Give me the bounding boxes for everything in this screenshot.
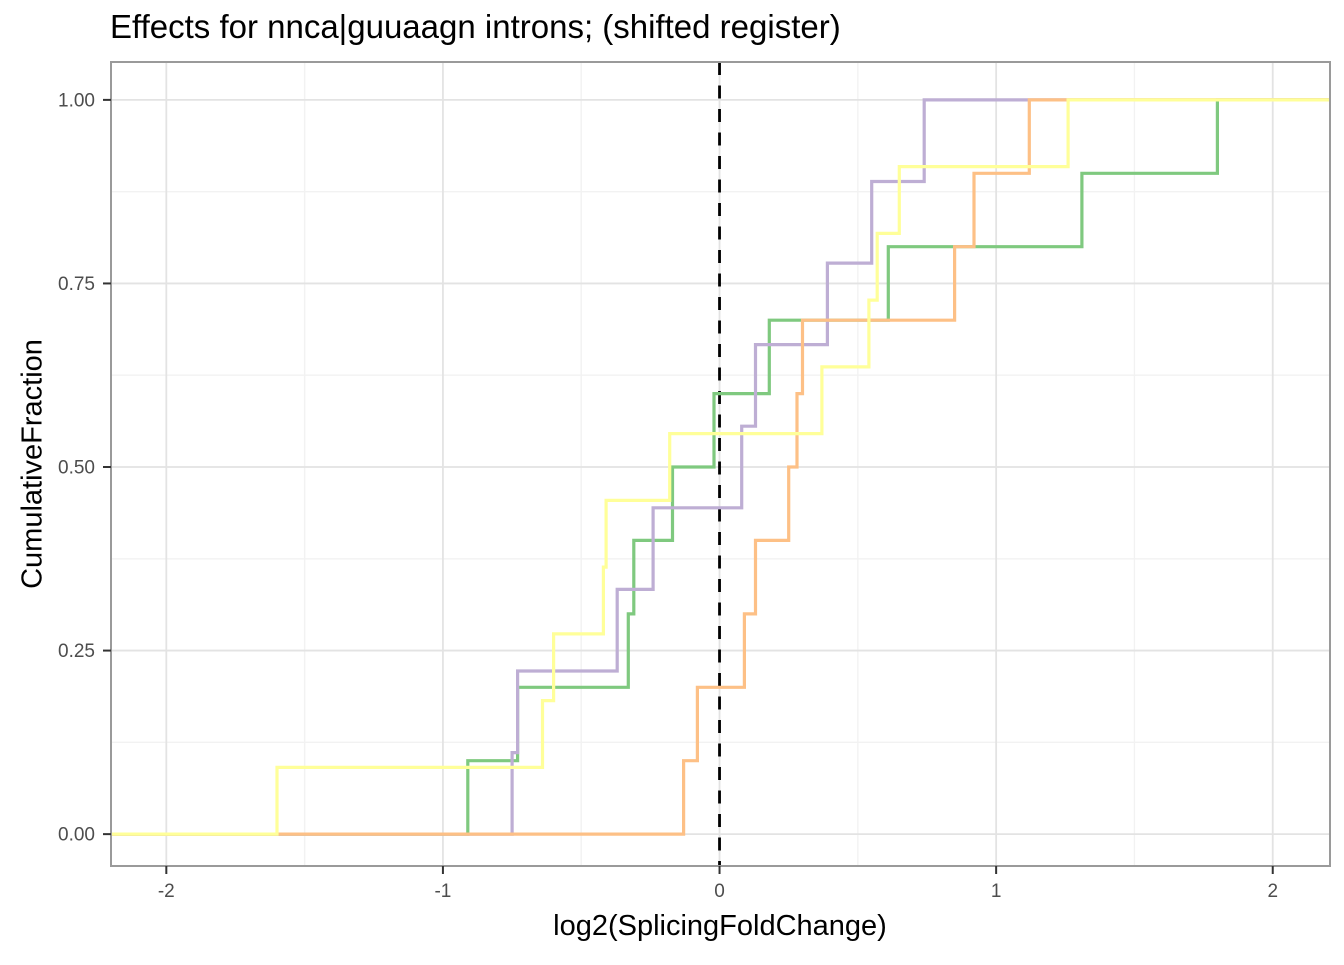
y-tick-label: 0.25 <box>58 641 95 662</box>
y-tick-label: 0.75 <box>58 274 95 295</box>
y-tick-label: 0.50 <box>58 458 95 479</box>
y-tick-label: 1.00 <box>58 90 95 111</box>
ecdf-step-line-yellow <box>111 98 1330 836</box>
x-tick-label: -1 <box>434 881 451 902</box>
x-axis-title: log2(SplicingFoldChange) <box>553 910 887 942</box>
y-tick-label: 0.00 <box>58 825 95 846</box>
x-tick-label: 0 <box>714 881 725 902</box>
plot-title: Effects for nnca|guuaagn introns; (shift… <box>110 8 841 45</box>
x-tick-label: -2 <box>158 881 175 902</box>
x-tick-label: 2 <box>1267 881 1278 902</box>
ecdf-step-line-orange <box>111 98 1330 836</box>
ecdf-step-line-purple <box>111 98 1330 836</box>
x-tick-label: 1 <box>991 881 1002 902</box>
y-axis-title: CumulativeFraction <box>16 339 49 589</box>
